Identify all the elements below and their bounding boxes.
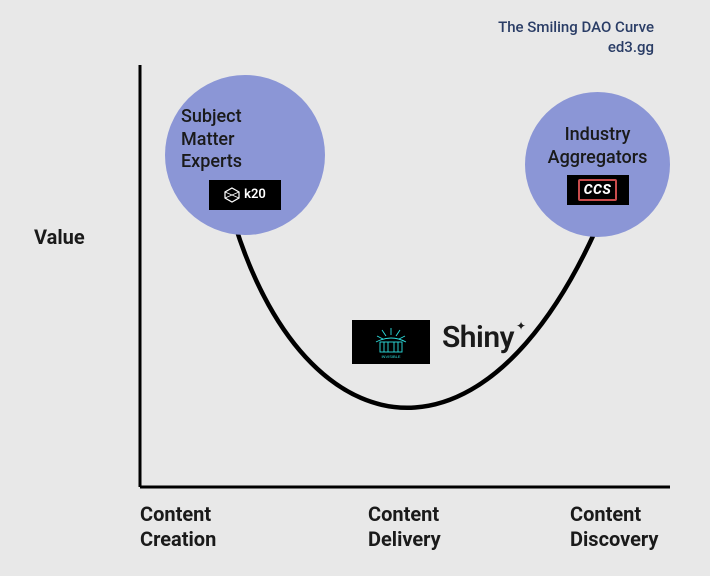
ccs-logo: CCS [567,175,629,205]
k20-logo-icon [224,187,240,203]
k20-logo-text: k20 [244,187,266,202]
svg-text:INVISIBLE: INVISIBLE [381,354,400,359]
x-label-creation: Content Creation [140,502,310,552]
invisible-college-icon: INVISIBLE [368,324,414,360]
y-axis-label: Value [34,225,85,249]
node-industry-aggregators: Industry Aggregators CCS [525,92,670,237]
x-label-delivery: Content Delivery [325,502,495,552]
ccs-logo-text: CCS [578,179,618,201]
node-right-label: Industry Aggregators [525,124,670,169]
shiny-label: Shiny [442,320,514,355]
chart-title: The Smiling DAO Curve ed3.gg [498,18,654,57]
title-line-1: The Smiling DAO Curve [498,18,654,38]
k20-logo: k20 [209,180,281,210]
invisible-college-logo: INVISIBLE [352,320,430,364]
x-label-discovery: Content Discovery [510,502,680,552]
node-left-label: Subject Matter Experts [165,106,325,174]
node-subject-matter-experts: Subject Matter Experts k20 [165,75,325,235]
x-axis-labels: Content Creation Content Delivery Conten… [140,502,680,552]
sparkle-icon: ✦ [516,319,526,333]
